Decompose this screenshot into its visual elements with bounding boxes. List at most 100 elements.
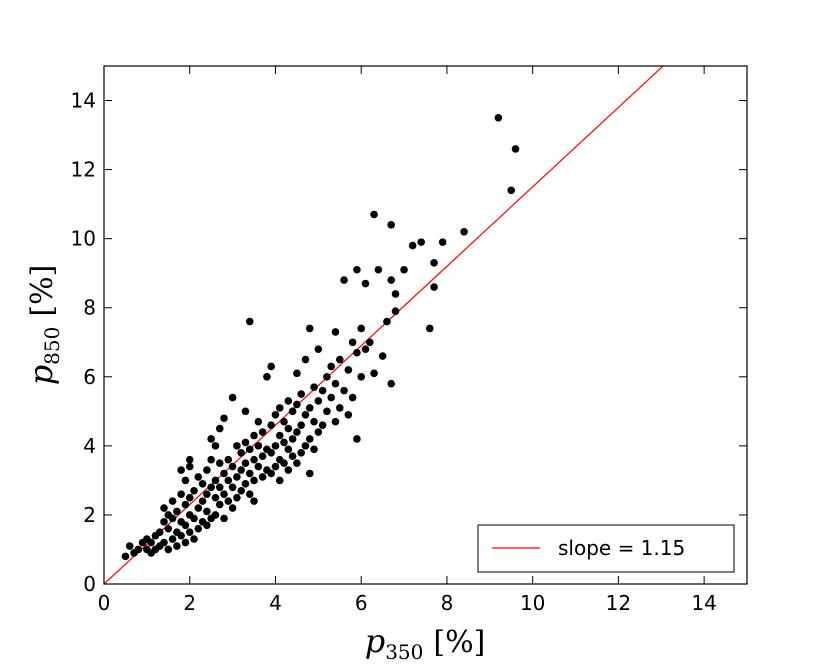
plot-frame	[103, 65, 748, 585]
data-point	[215, 459, 224, 467]
data-point	[254, 462, 263, 471]
data-point	[365, 338, 374, 347]
data-point	[280, 438, 288, 447]
data-point	[254, 417, 263, 426]
y-tick-label: 0	[83, 572, 96, 596]
data-point	[275, 404, 284, 412]
data-point	[177, 466, 185, 474]
data-point	[331, 328, 340, 336]
data-point	[237, 486, 245, 495]
data-point	[314, 345, 323, 353]
y-axis-label: p850 [%]	[22, 265, 64, 386]
data-point	[160, 518, 168, 526]
data-point	[233, 493, 241, 502]
x-tick-label: 0	[98, 591, 111, 615]
data-point	[293, 428, 301, 436]
data-point	[228, 462, 237, 471]
data-point	[177, 490, 185, 499]
data-point	[207, 435, 215, 443]
data-point	[293, 459, 301, 467]
data-point	[511, 145, 520, 153]
data-point	[164, 524, 173, 533]
data-point	[348, 393, 357, 402]
data-point	[391, 290, 400, 298]
legend: slope = 1.15	[477, 524, 735, 573]
data-point	[185, 528, 194, 536]
data-point	[194, 524, 203, 533]
data-point	[185, 455, 194, 464]
data-point	[215, 483, 224, 492]
data-point	[267, 421, 275, 429]
data-point	[245, 445, 254, 454]
data-point	[335, 404, 344, 412]
data-point	[370, 210, 378, 219]
data-point	[168, 514, 177, 523]
data-point	[241, 407, 250, 416]
data-point	[185, 462, 194, 471]
data-point	[293, 369, 301, 378]
data-point	[353, 435, 361, 443]
data-point	[271, 410, 280, 419]
data-point	[340, 276, 348, 284]
data-point	[408, 241, 417, 250]
data-point	[387, 379, 396, 388]
data-point	[228, 483, 237, 492]
data-point	[211, 493, 220, 502]
data-point	[224, 497, 233, 505]
data-point	[263, 373, 271, 381]
data-point	[288, 435, 297, 443]
data-point	[301, 355, 310, 364]
data-point	[220, 469, 228, 478]
data-point	[288, 452, 297, 461]
data-point	[460, 227, 468, 236]
data-point	[357, 373, 366, 381]
data-point	[417, 238, 426, 246]
data-point	[250, 431, 258, 440]
data-point	[203, 507, 211, 516]
data-point	[207, 455, 215, 464]
data-point	[507, 186, 516, 195]
y-tick-label: 14	[71, 89, 96, 113]
data-point	[241, 459, 250, 467]
data-point	[211, 511, 220, 519]
x-tick-label: 2	[183, 591, 196, 615]
data-point	[280, 417, 288, 426]
data-point	[147, 538, 155, 547]
data-point	[348, 338, 357, 347]
data-point	[430, 283, 438, 291]
x-axis-unit: [%]	[433, 625, 485, 660]
data-point	[275, 476, 284, 485]
data-point	[284, 445, 293, 454]
data-point	[241, 480, 250, 488]
data-point	[310, 383, 318, 391]
data-point	[185, 493, 194, 502]
data-point	[258, 452, 267, 461]
data-point	[203, 466, 211, 474]
data-point	[327, 362, 335, 371]
data-point	[400, 265, 408, 274]
y-tick-label: 6	[83, 365, 96, 389]
data-point	[383, 317, 391, 326]
data-point	[220, 414, 228, 423]
data-point	[305, 469, 314, 478]
points-layer	[121, 114, 520, 561]
x-tick-label: 6	[355, 591, 368, 615]
data-point	[250, 476, 258, 485]
data-point	[215, 424, 224, 433]
data-point	[228, 393, 237, 402]
data-point	[288, 407, 297, 416]
data-point	[190, 535, 198, 543]
data-point	[280, 459, 288, 467]
data-point	[353, 348, 361, 357]
data-point	[318, 386, 327, 395]
data-point	[271, 442, 280, 450]
data-point	[168, 535, 177, 543]
data-point	[271, 462, 280, 471]
x-axis-var: p	[365, 622, 385, 660]
data-point	[237, 448, 245, 457]
data-point	[241, 438, 250, 447]
data-point	[361, 279, 370, 288]
data-point	[207, 483, 215, 492]
data-point	[331, 379, 340, 388]
x-axis-sub: 350	[385, 640, 423, 664]
